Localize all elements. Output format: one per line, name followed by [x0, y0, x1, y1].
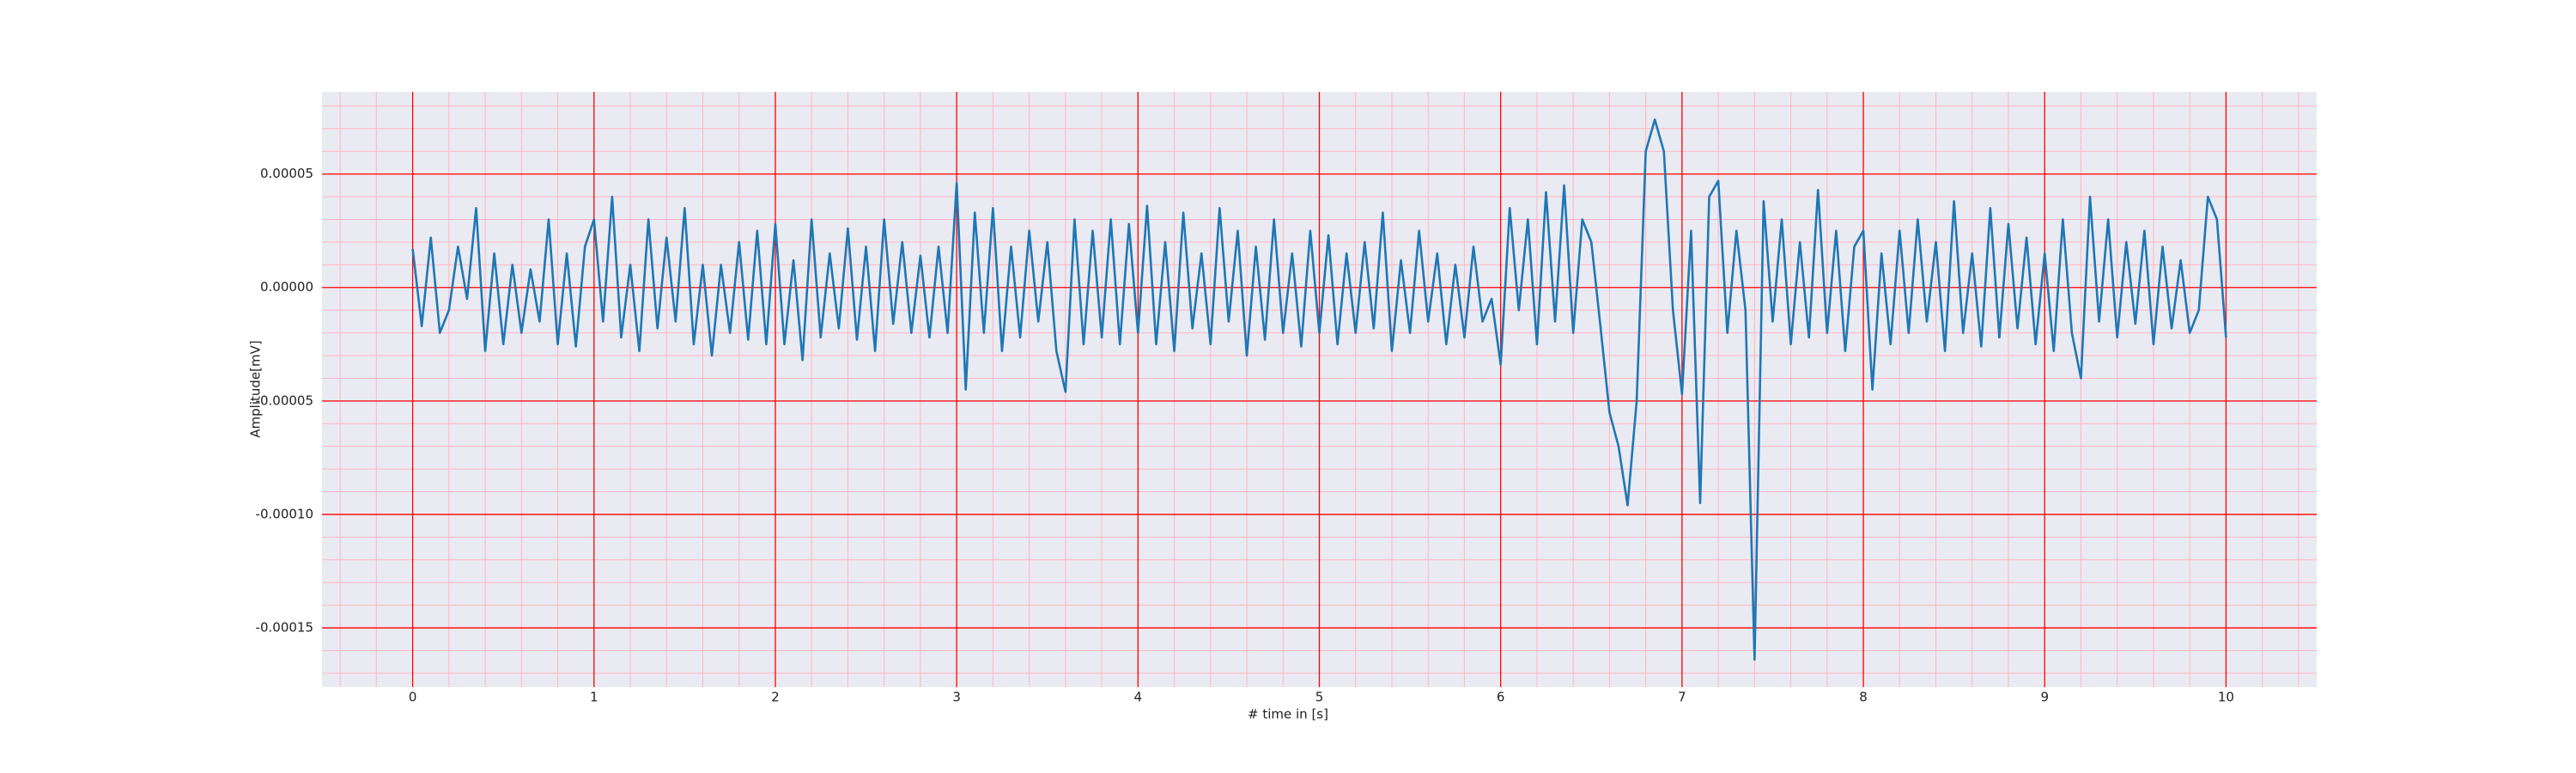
- y-tick-label: 0.00000: [260, 279, 313, 295]
- x-tick-label: 4: [1134, 690, 1143, 705]
- y-tick-label: -0.00010: [256, 506, 313, 521]
- y-tick-label: -0.00015: [256, 620, 313, 636]
- x-tick-label: 2: [771, 690, 780, 705]
- x-tick-label: 3: [952, 690, 961, 705]
- y-axis-label: Amplitude[mV]: [248, 340, 264, 437]
- x-tick-label: 7: [1678, 690, 1686, 705]
- x-tick-label: 0: [409, 690, 417, 705]
- y-tick-label: 0.00005: [260, 166, 313, 181]
- x-tick-label: 1: [590, 690, 598, 705]
- x-tick-label: 8: [1859, 690, 1868, 705]
- x-tick-label: 5: [1315, 690, 1324, 705]
- x-tick-label: 6: [1497, 690, 1505, 705]
- x-axis-label: # time in [s]: [1248, 707, 1328, 722]
- x-tick-label: 9: [2040, 690, 2049, 705]
- x-tick-label: 10: [2218, 690, 2234, 705]
- y-tick-label: -0.00005: [256, 393, 313, 408]
- signal-line: [411, 118, 2227, 661]
